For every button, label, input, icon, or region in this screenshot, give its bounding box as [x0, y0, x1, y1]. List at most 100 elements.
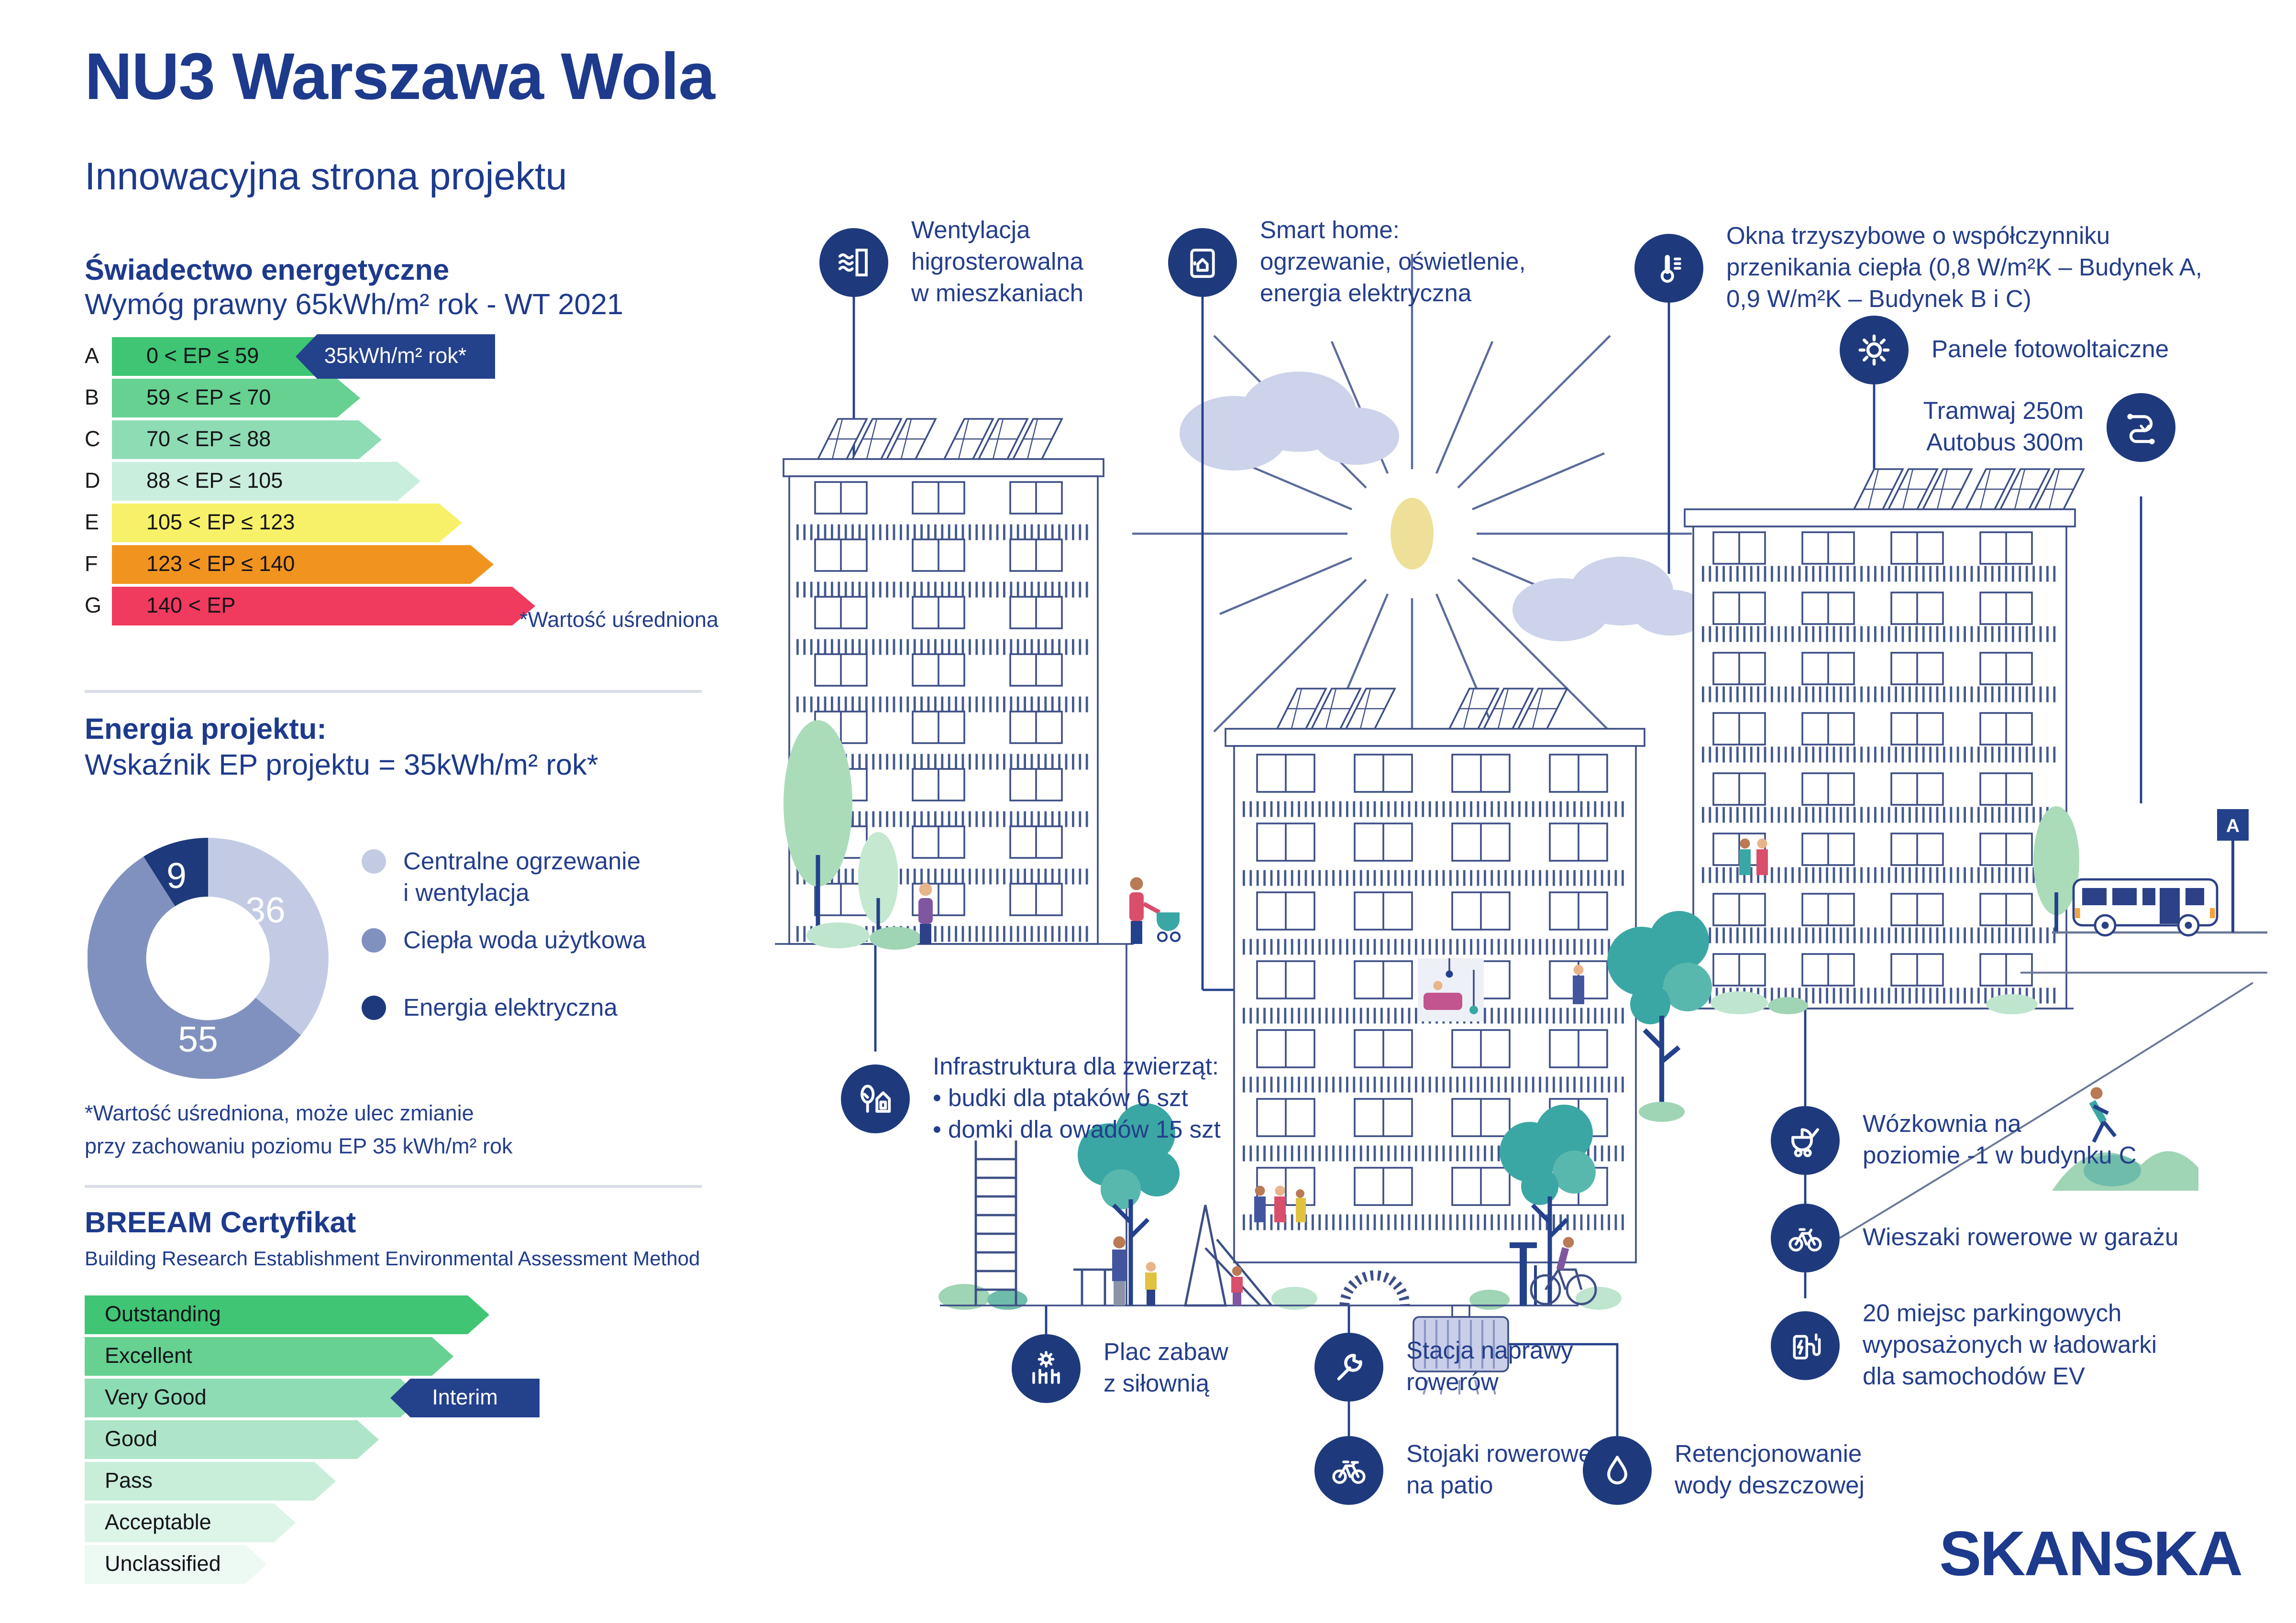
project-energy-footnote: *Wartość uśredniona, może ulec zmianie p… [85, 1102, 513, 1160]
energy-class-letter: G [85, 594, 102, 618]
energy-bar: 70 < EP ≤ 88 [112, 420, 382, 459]
callout-transport: Tramwaj 250m Autobus 300m [1923, 393, 2175, 462]
playground-people [1112, 1236, 1243, 1305]
bicycle-icon [1314, 1436, 1383, 1505]
bike-repair-station [1510, 1242, 1537, 1305]
energy-row-a: A 0 < EP ≤ 59 35kWh/m² rok* [85, 334, 495, 379]
donut-segment-water [88, 856, 301, 1079]
legend-item-heating: Centralne ogrzewanie i wentylacja [362, 846, 640, 910]
wrench-icon [1314, 1333, 1383, 1402]
divider [85, 690, 702, 692]
person-walking [918, 883, 933, 944]
energy-class-letter: B [85, 386, 99, 410]
route-icon [2107, 393, 2175, 462]
callout-animals: Infrastruktura dla zwierząt: • budki dla… [841, 1052, 1221, 1147]
header: NU3 Warszawa Wola Innowacyjna strona pro… [85, 37, 715, 199]
donut-segment-heating [208, 838, 329, 1035]
legend-item-water: Ciepła woda użytkowa [362, 925, 646, 957]
bicycle-icon [1771, 1204, 1840, 1272]
project-energy-subheading: Wskaźnik EP projektu = 35kWh/m² rok* [85, 749, 598, 782]
page-title: NU3 Warszawa Wola [85, 39, 715, 113]
tree-bus-stop [2033, 806, 2079, 932]
callout-ventilation: Wentylacja higrosterowalna w mieszkaniac… [819, 215, 1083, 310]
donut-value-36: 36 [245, 890, 285, 930]
page-subtitle: Innowacyjna strona projektu [85, 155, 567, 198]
balcony-people [1254, 965, 1584, 1222]
legend-dot [362, 996, 386, 1020]
breeam-bar-acceptable: Acceptable [85, 1503, 296, 1542]
callout-playground: Plac zabaw z siłownią [1012, 1334, 1228, 1403]
skanska-logo: SKANSKA [1939, 1520, 2243, 1590]
callout-bike-hangers: Wieszaki rowerowe w garażu [1771, 1204, 2178, 1272]
breeam-heading: BREEAM Certyfikat [85, 1206, 356, 1239]
playground [974, 1140, 1410, 1307]
callout-bike-racks: Stojaki rowerowe na patio [1314, 1436, 1592, 1505]
energy-row-b: B 59 < EP ≤ 70 [85, 379, 360, 417]
callout-pv-panels: Panele fotowoltaiczne [1840, 316, 2169, 384]
retention-tank [1413, 1305, 1509, 1395]
tree-teal-courtyard-2 [1500, 1105, 1596, 1305]
bus [2020, 878, 2267, 974]
breeam-subheading: Building Research Establishment Environm… [85, 1247, 700, 1270]
energy-row-e: E 105 < EP ≤ 123 [85, 504, 462, 542]
energy-class-letter: E [85, 511, 99, 535]
breeam-bar-pass: Pass [85, 1462, 336, 1501]
callout-rainwater: Retencjonowanie wody deszczowej [1583, 1436, 1865, 1505]
pram-icon [1771, 1106, 1840, 1175]
ev-charger-icon [1771, 1311, 1840, 1381]
energy-row-f: F 123 < EP ≤ 140 [85, 545, 494, 584]
legend-item-electric: Energia elektryczna [362, 993, 618, 1024]
energy-cert-heading: Świadectwo energetyczne [85, 254, 450, 287]
person-with-stroller [1129, 877, 1181, 944]
tree-teal-courtyard-1 [1078, 1103, 1180, 1305]
energy-row-d: D 88 < EP ≤ 105 [85, 462, 420, 501]
energy-donut-chart: 36 55 9 [88, 838, 329, 1079]
energy-footnote: *Wartość uśredniona [519, 608, 719, 633]
energy-row-c: C 70 < EP ≤ 88 [85, 420, 382, 459]
callout-bike-repair: Stacja naprawy rowerów [1314, 1333, 1573, 1402]
callout-smart-home: Smart home: ogrzewanie, oświetlenie, ene… [1168, 215, 1526, 310]
smart-home-room [1418, 958, 1484, 1021]
hill-runner [2052, 1087, 2198, 1191]
thermometer-icon [1634, 234, 1703, 303]
breeam-bar-excellent: Excellent [85, 1337, 453, 1376]
building-c [1684, 469, 2084, 1009]
energy-class-letter: F [85, 552, 98, 577]
project-ep-badge: 35kWh/m² rok* [296, 334, 495, 379]
bus-stop-sign: A [2217, 809, 2249, 932]
ventilation-icon [819, 228, 888, 297]
callout-pram-room: Wózkownia na poziomie -1 w budynku C [1771, 1106, 2137, 1175]
breeam-bar-outstanding: Outstanding [85, 1295, 489, 1334]
energy-bar: 123 < EP ≤ 140 [112, 545, 494, 584]
smart-home-icon [1168, 228, 1237, 297]
donut-value-9: 9 [166, 855, 187, 896]
breeam-bar-unclassified: Unclassified [85, 1545, 267, 1584]
callout-windows: Okna trzyszybowe o współczynniku przenik… [1634, 221, 2202, 316]
energy-bar: 140 < EP [112, 587, 535, 625]
breeam-bar-good: Good [85, 1420, 379, 1459]
breeam-interim-badge: Interim [390, 1379, 540, 1417]
tree-birdhouse-icon [841, 1064, 910, 1134]
tree-light [784, 720, 898, 944]
breeam-bar-verygood: Very Good [85, 1379, 422, 1417]
legend-dot [362, 849, 386, 874]
water-drop-icon [1583, 1436, 1652, 1505]
tree-teal-right [1607, 911, 1712, 1122]
cloud [1180, 372, 1399, 471]
donut-segment-electric [144, 838, 208, 907]
energy-bar: 59 < EP ≤ 70 [112, 379, 360, 417]
balcony-people [1739, 838, 1768, 875]
divider [85, 1185, 702, 1187]
energy-class-letter: C [85, 428, 100, 452]
sun-icon [1840, 316, 1909, 384]
energy-class-letter: D [85, 469, 100, 493]
energy-bar: 105 < EP ≤ 123 [112, 504, 462, 542]
callout-ev-parking: 20 miejsc parkingowych wyposażonych w ła… [1771, 1298, 2157, 1393]
project-energy-heading: Energia projektu: [85, 713, 327, 746]
energy-bar: 88 < EP ≤ 105 [112, 462, 420, 501]
cyclist [1530, 1237, 1597, 1305]
energy-row-g: G 140 < EP [85, 587, 535, 625]
building-illustration: A [775, 254, 2267, 1436]
bus-stop-letter: A [2226, 816, 2240, 836]
